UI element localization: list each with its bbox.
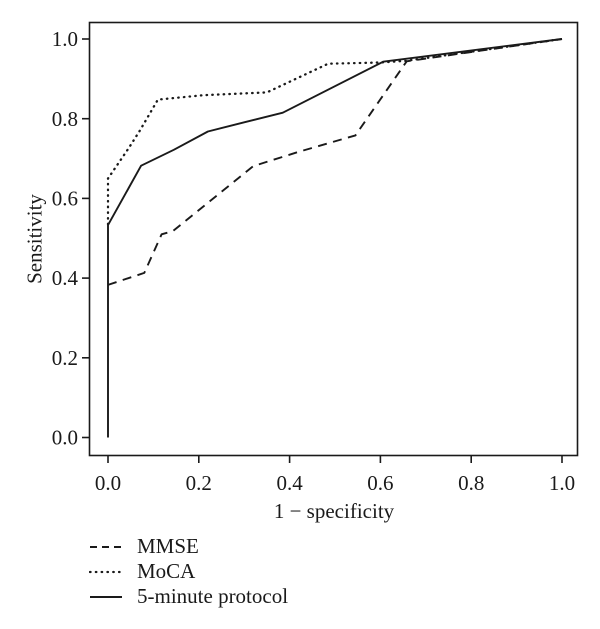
plot-border — [88, 21, 579, 457]
y-tick-label: 1.0 — [52, 27, 78, 51]
x-tick-label: 0.8 — [458, 471, 484, 495]
y-tick-label: 0.2 — [52, 346, 78, 370]
x-tick-label: 1.0 — [549, 471, 575, 495]
x-tick-label: 0.4 — [276, 471, 303, 495]
series-5-minute-protocol — [107, 38, 563, 438]
legend-label: MMSE — [137, 534, 199, 558]
x-tick-label: 0.6 — [367, 471, 393, 495]
legend: MMSE MoCA 5-minute protocol — [89, 534, 288, 609]
x-tick-label: 0.2 — [186, 471, 212, 495]
series-mmse — [107, 38, 563, 286]
x-tick-label: 0.0 — [95, 471, 121, 495]
legend-item-moca: MoCA — [89, 559, 288, 584]
legend-item-5min: 5-minute protocol — [89, 584, 288, 609]
dashed-line-sample-icon — [90, 545, 122, 548]
legend-label: MoCA — [137, 559, 196, 583]
x-axis-title: 1 − specificity — [273, 499, 395, 523]
y-tick-label: 0.0 — [52, 426, 78, 450]
dotted-line-sample-icon — [89, 570, 123, 573]
legend-item-mmse: MMSE — [89, 534, 288, 559]
series-moca — [106, 37, 564, 226]
y-tick-label: 0.4 — [52, 266, 79, 290]
y-tick-label: 0.8 — [52, 107, 78, 131]
legend-label: 5-minute protocol — [137, 584, 289, 608]
y-tick-label: 0.6 — [52, 187, 78, 211]
solid-line-sample-icon — [90, 595, 122, 598]
y-axis-title: Sensitivity — [22, 194, 47, 284]
